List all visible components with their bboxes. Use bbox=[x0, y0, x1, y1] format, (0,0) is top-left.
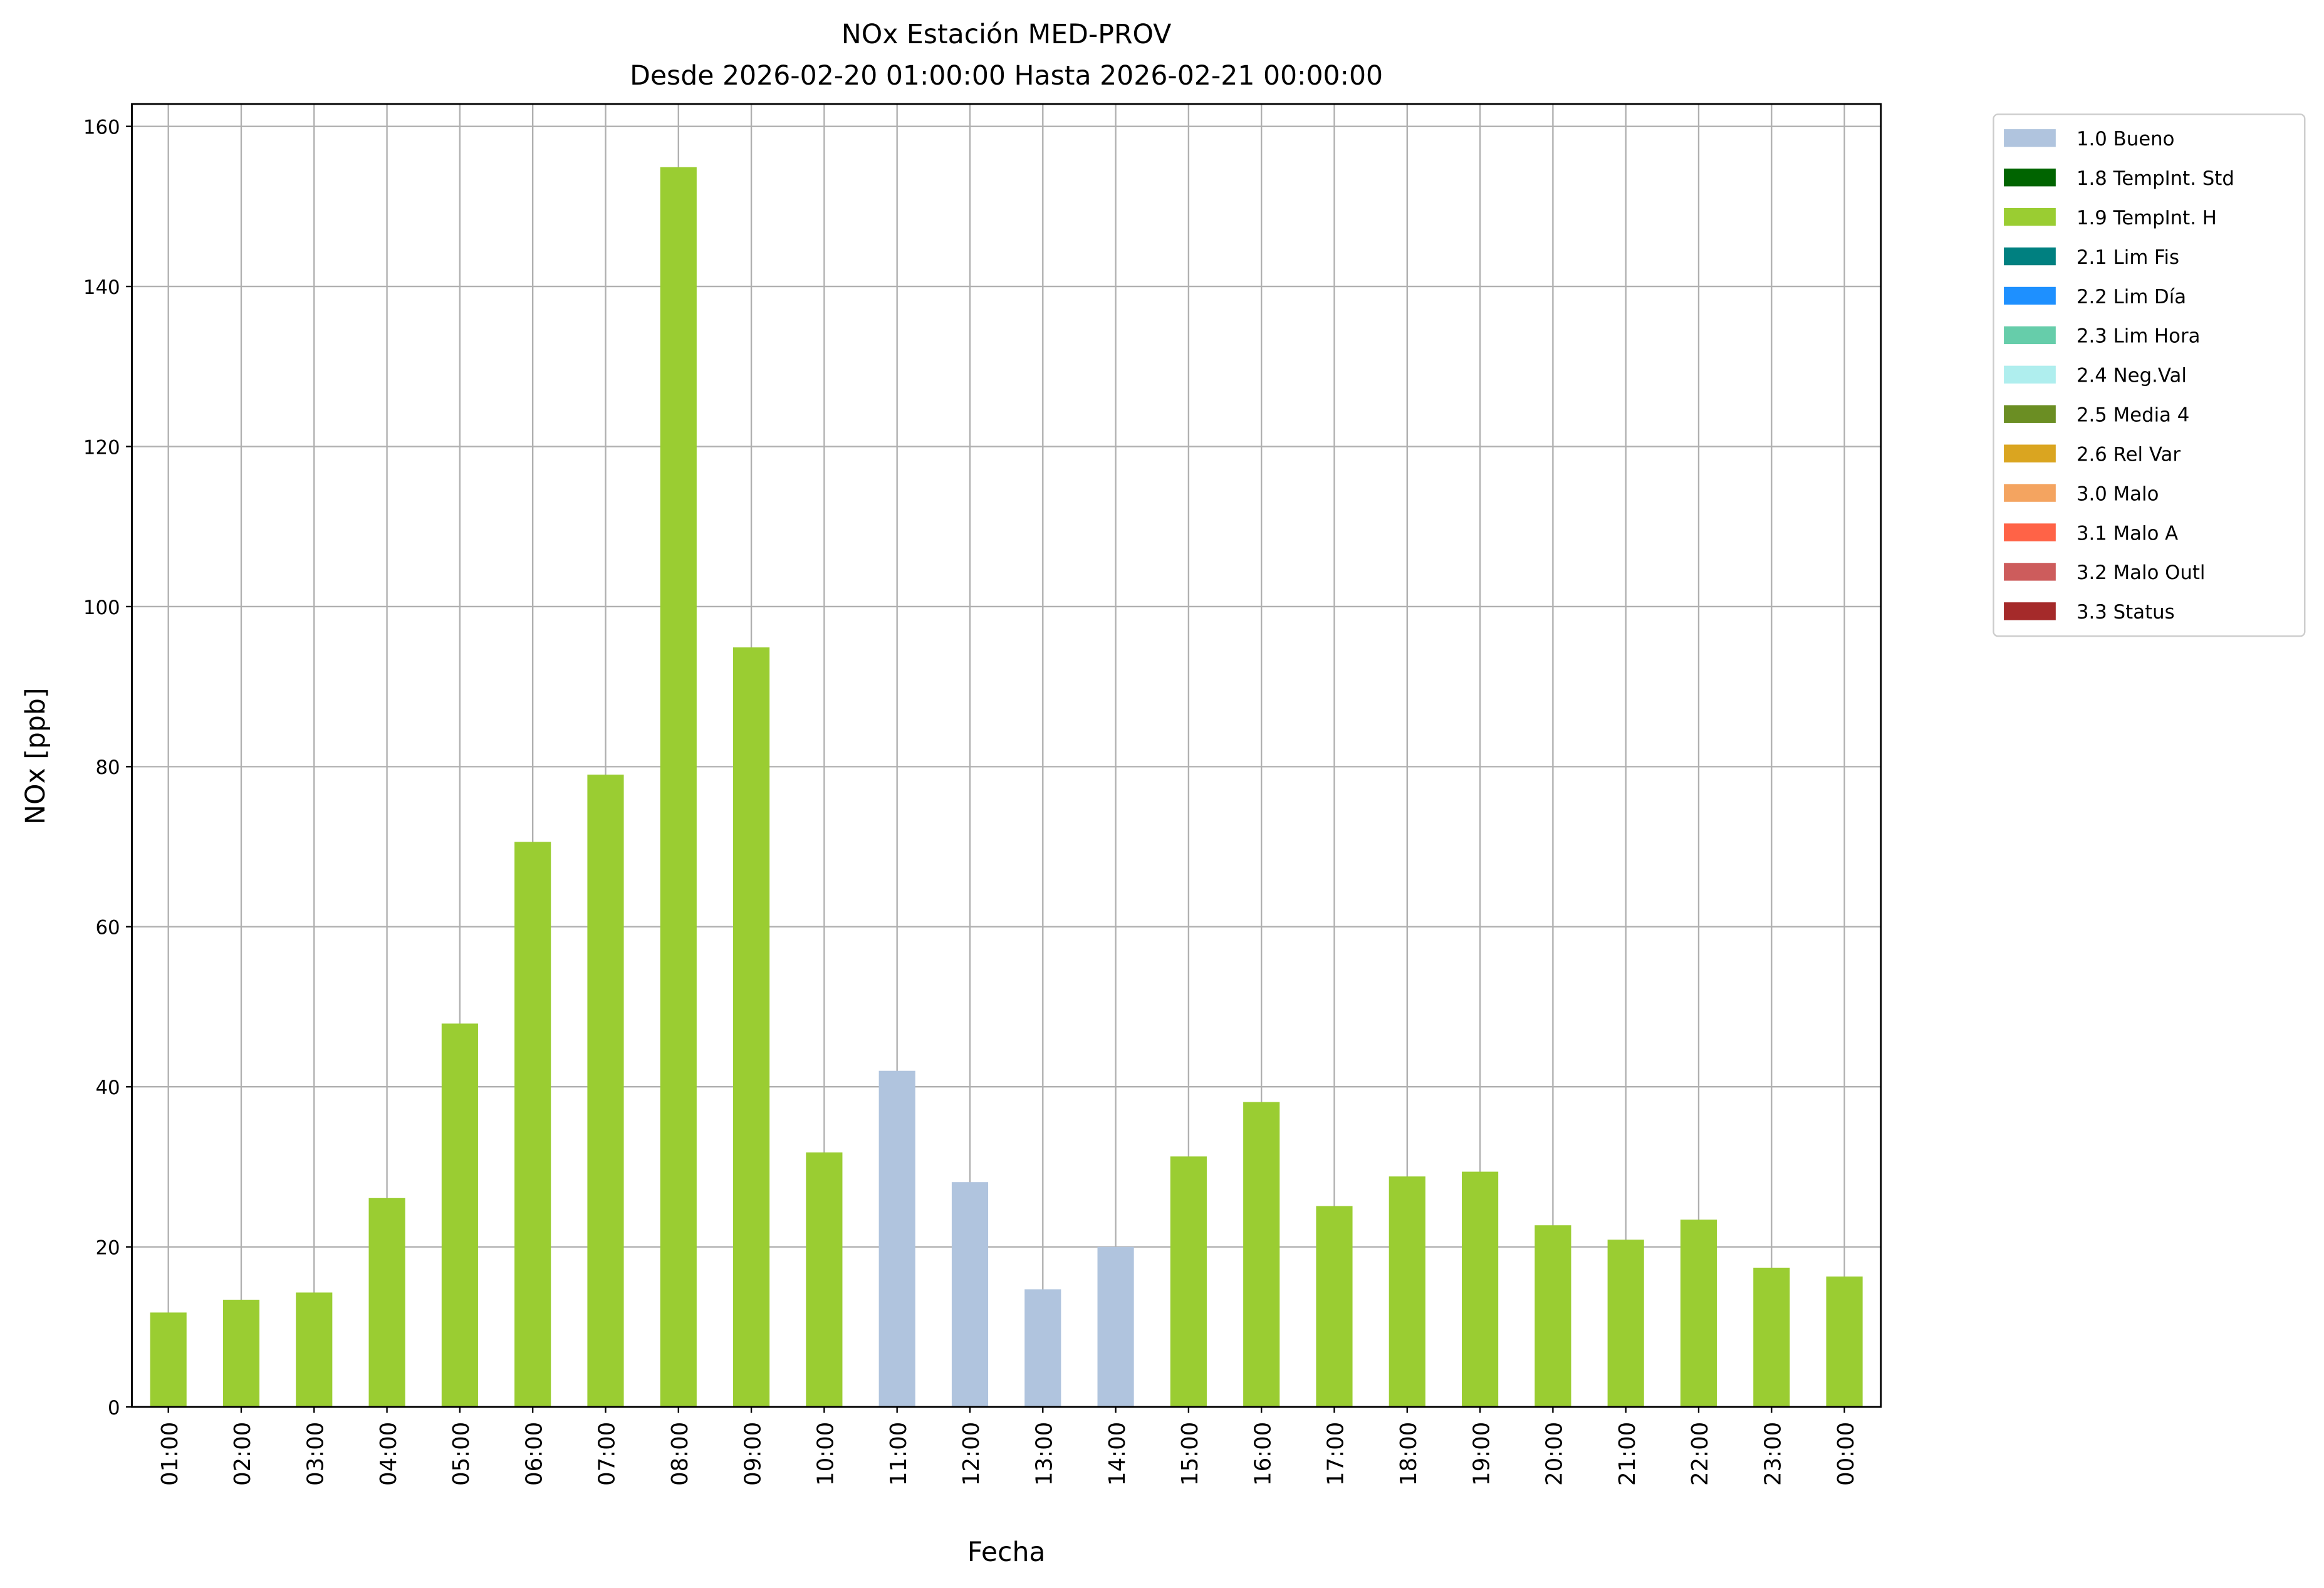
legend-swatch bbox=[2004, 484, 2056, 502]
legend-label: 1.9 TempInt. H bbox=[2076, 207, 2217, 229]
x-tick-label: 11:00 bbox=[886, 1422, 912, 1486]
x-tick-label: 03:00 bbox=[303, 1422, 328, 1486]
bar bbox=[1024, 1289, 1061, 1408]
x-tick-label: 14:00 bbox=[1105, 1422, 1130, 1486]
x-tick-label: 06:00 bbox=[521, 1422, 547, 1486]
y-tick-label: 100 bbox=[83, 597, 120, 619]
legend-label: 2.1 Lim Fis bbox=[2076, 246, 2179, 269]
x-tick-label: 19:00 bbox=[1469, 1422, 1494, 1486]
bar bbox=[1826, 1276, 1863, 1408]
x-tick-label: 21:00 bbox=[1615, 1422, 1640, 1486]
y-tick-label: 60 bbox=[95, 917, 120, 939]
y-tick-label: 0 bbox=[108, 1397, 120, 1419]
legend-label: 1.8 TempInt. Std bbox=[2076, 167, 2234, 190]
bar bbox=[878, 1070, 915, 1408]
x-tick-label: 16:00 bbox=[1250, 1422, 1276, 1486]
chart-subtitle: Desde 2026-02-20 01:00:00 Hasta 2026-02-… bbox=[630, 60, 1383, 91]
bar bbox=[660, 167, 697, 1408]
bar bbox=[296, 1292, 333, 1408]
legend-swatch bbox=[2004, 405, 2056, 423]
legend-label: 3.0 Malo bbox=[2076, 483, 2159, 505]
x-tick-label: 02:00 bbox=[230, 1422, 256, 1486]
x-tick-label: 18:00 bbox=[1396, 1422, 1422, 1486]
x-tick-label: 01:00 bbox=[157, 1422, 183, 1486]
legend-label: 2.3 Lim Hora bbox=[2076, 325, 2201, 348]
legend-label: 3.1 Malo A bbox=[2076, 522, 2178, 545]
bar bbox=[1170, 1156, 1207, 1408]
chart-title: NOx Estación MED-PROV bbox=[842, 19, 1172, 50]
axes: 0 20 40 60 80 100 120 140 160 01:00 02:00 03:00 04:0… bbox=[83, 116, 1859, 1486]
bar bbox=[587, 775, 624, 1408]
bar bbox=[514, 842, 551, 1408]
x-tick-label: 00:00 bbox=[1833, 1422, 1859, 1486]
bar bbox=[1243, 1102, 1280, 1408]
bar bbox=[150, 1312, 187, 1408]
bar bbox=[368, 1198, 405, 1408]
bar bbox=[1389, 1176, 1425, 1408]
y-axis-label: NOx [ppb] bbox=[20, 688, 51, 825]
legend-swatch bbox=[2004, 523, 2056, 541]
legend-swatch bbox=[2004, 602, 2056, 620]
x-tick-label: 22:00 bbox=[1687, 1422, 1713, 1486]
y-tick-label: 80 bbox=[95, 756, 120, 779]
legend-swatch bbox=[2004, 286, 2056, 305]
x-tick-label: 05:00 bbox=[449, 1422, 474, 1486]
legend-box bbox=[1993, 113, 2306, 637]
bar bbox=[951, 1182, 989, 1408]
bar bbox=[733, 647, 770, 1408]
bar bbox=[1097, 1246, 1134, 1408]
bar bbox=[1680, 1220, 1717, 1408]
x-tick-label: 20:00 bbox=[1542, 1422, 1568, 1486]
legend: 1.0 Bueno 1.8 TempInt. Std 1.9 TempInt. H 2… bbox=[2004, 128, 2234, 624]
legend-swatch bbox=[2004, 444, 2056, 462]
legend-swatch bbox=[2004, 247, 2056, 266]
plot-frame bbox=[131, 103, 1882, 1408]
bar bbox=[806, 1152, 843, 1408]
y-tick-label: 40 bbox=[95, 1077, 120, 1099]
y-tick-label: 160 bbox=[83, 116, 120, 138]
x-tick-label: 08:00 bbox=[667, 1422, 693, 1486]
x-tick-label: 09:00 bbox=[740, 1422, 766, 1486]
legend-swatch bbox=[2004, 207, 2056, 226]
bar bbox=[1462, 1171, 1499, 1408]
bar bbox=[1753, 1267, 1790, 1408]
legend-label: 2.6 Rel Var bbox=[2076, 443, 2181, 466]
bar bbox=[441, 1023, 478, 1408]
x-tick-label: 07:00 bbox=[595, 1422, 620, 1486]
x-tick-label: 12:00 bbox=[959, 1422, 984, 1486]
legend-label: 2.5 Media 4 bbox=[2076, 404, 2189, 427]
legend-label: 2.2 Lim Día bbox=[2076, 286, 2186, 308]
x-axis-label: Fecha bbox=[967, 1537, 1046, 1568]
y-tick-label: 20 bbox=[95, 1237, 120, 1260]
x-tick-label: 10:00 bbox=[813, 1422, 839, 1486]
y-tick-label: 120 bbox=[83, 436, 120, 459]
legend-label: 3.3 Status bbox=[2076, 601, 2175, 624]
legend-swatch bbox=[2004, 326, 2056, 345]
y-tick-label: 140 bbox=[83, 276, 120, 299]
x-tick-label: 15:00 bbox=[1177, 1422, 1203, 1486]
legend-label: 3.2 Malo Outl bbox=[2076, 562, 2205, 584]
legend-swatch bbox=[2004, 563, 2056, 581]
bar bbox=[222, 1299, 260, 1408]
x-tick-label: 23:00 bbox=[1760, 1422, 1786, 1486]
legend-swatch bbox=[2004, 129, 2056, 147]
bar bbox=[1316, 1206, 1353, 1408]
legend-label: 2.4 Neg.Val bbox=[2076, 365, 2187, 387]
bar bbox=[1607, 1240, 1644, 1408]
legend-label: 1.0 Bueno bbox=[2076, 128, 2174, 150]
x-tick-label: 17:00 bbox=[1323, 1422, 1349, 1486]
legend-swatch bbox=[2004, 365, 2056, 384]
x-tick-label: 13:00 bbox=[1031, 1422, 1057, 1486]
bars bbox=[150, 167, 1863, 1408]
bar bbox=[1535, 1225, 1571, 1408]
legend-swatch bbox=[2004, 169, 2056, 187]
x-tick-label: 04:00 bbox=[376, 1422, 402, 1486]
